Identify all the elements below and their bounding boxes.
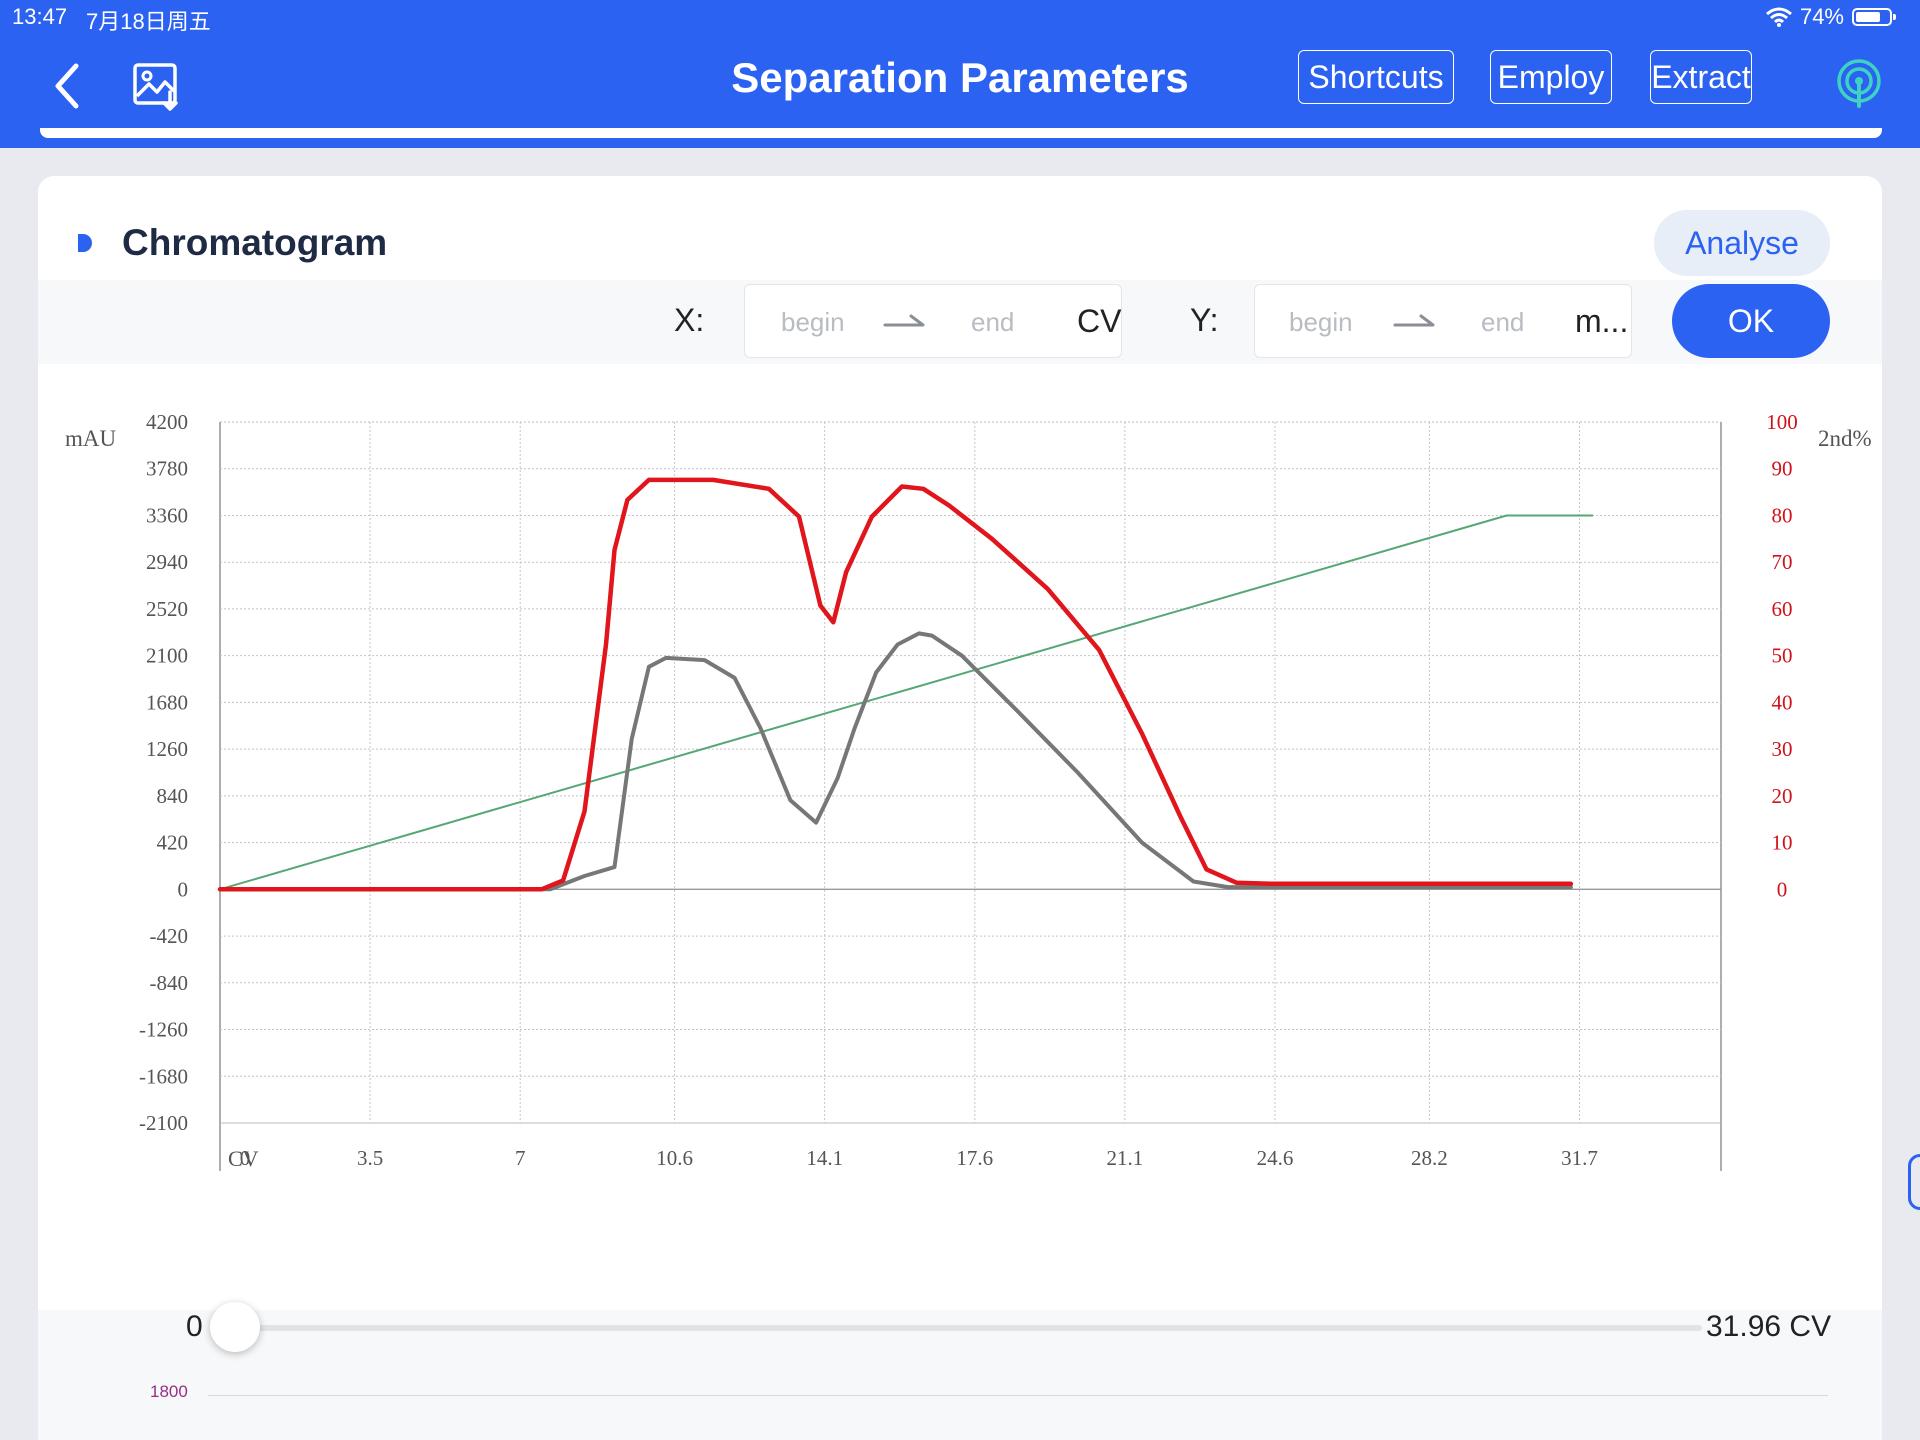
y2-tick-label: 80 <box>1772 503 1793 527</box>
range-slider-track[interactable] <box>232 1325 1702 1331</box>
analyse-button[interactable]: Analyse <box>1654 210 1830 276</box>
y2-tick-label: 0 <box>1777 877 1788 901</box>
x-end-input[interactable]: end <box>971 307 1015 337</box>
x-tick-label: 31.7 <box>1561 1146 1598 1170</box>
y-filter-label: Y: <box>1190 302 1219 338</box>
battery-icon <box>1852 8 1896 26</box>
x-unit-label: CV <box>1077 303 1122 339</box>
chart-title: Chromatogram <box>122 222 388 263</box>
y-tick-label: 1260 <box>146 737 188 761</box>
y-tick-label: -840 <box>150 971 189 995</box>
y-tick-label: 4200 <box>146 410 188 434</box>
image-export-icon[interactable] <box>132 62 182 112</box>
y-axis-label: mAU <box>65 426 117 451</box>
y-begin-input[interactable]: begin <box>1289 307 1353 337</box>
y-tick-label: 2100 <box>146 644 188 668</box>
y-tick-label: -2100 <box>139 1111 188 1135</box>
y-tick-label: 420 <box>157 831 189 855</box>
y2-tick-label: 50 <box>1772 644 1793 668</box>
mini-chart-axis <box>208 1395 1828 1396</box>
slider-end-value: 31.96 CV <box>1706 1310 1832 1343</box>
extract-button[interactable]: Extract <box>1650 50 1752 104</box>
x-tick-label: 28.2 <box>1411 1146 1448 1170</box>
ok-button[interactable]: OK <box>1672 284 1830 358</box>
back-icon[interactable] <box>46 58 90 114</box>
app-header: 13:47 7月18日周五 74% Separation Parameters … <box>0 0 1920 148</box>
x-begin-input[interactable]: begin <box>781 307 845 337</box>
x-tick-label: 7 <box>515 1146 526 1170</box>
y2-tick-label: 70 <box>1772 550 1793 574</box>
x-range-input[interactable]: begin end CV <box>744 284 1122 358</box>
y-tick-label: 840 <box>157 784 189 808</box>
status-right: 74% <box>1765 4 1896 30</box>
x-tick-label: 0 <box>240 1146 251 1170</box>
series-line-red <box>217 477 1574 892</box>
chromatogram-card <box>38 176 1882 1440</box>
section-bullet-icon <box>78 234 92 252</box>
y-tick-label: 1680 <box>146 690 188 714</box>
y2-tick-label: 40 <box>1772 690 1793 714</box>
range-arrow-icon <box>1393 314 1435 327</box>
status-date: 7月18日周五 <box>86 9 211 34</box>
status-time: 13:47 <box>12 4 68 29</box>
y-tick-label: 2520 <box>146 597 188 621</box>
y-tick-label: 3780 <box>146 457 188 481</box>
y2-tick-label: 60 <box>1772 597 1793 621</box>
y2-tick-label: 30 <box>1772 737 1793 761</box>
battery-percent: 74% <box>1799 4 1844 29</box>
series-line-grey <box>218 631 1573 892</box>
slider-start-value: 0 <box>186 1310 203 1343</box>
x-tick-label: 24.6 <box>1257 1146 1294 1170</box>
y-tick-label: 3360 <box>146 503 188 527</box>
side-drawer-handle[interactable] <box>1908 1154 1920 1210</box>
x-tick-label: 21.1 <box>1107 1146 1144 1170</box>
series-line-green <box>219 514 1594 891</box>
y-tick-label: -1680 <box>139 1064 188 1088</box>
y-tick-label: -1260 <box>139 1018 188 1042</box>
employ-button[interactable]: Employ <box>1490 50 1612 104</box>
mini-chart-label: 1800 <box>150 1382 188 1401</box>
y-range-input[interactable]: begin end m... <box>1254 284 1632 358</box>
page-title: Separation Parameters <box>731 54 1189 101</box>
header-divider <box>40 128 1882 138</box>
x-tick-label: 17.6 <box>956 1146 993 1170</box>
x-tick-label: 3.5 <box>357 1146 383 1170</box>
range-slider-bar <box>38 1310 1882 1440</box>
y2-axis-label: 2nd% <box>1818 426 1872 451</box>
y2-tick-label: 10 <box>1772 831 1793 855</box>
y-tick-label: 2940 <box>146 550 188 574</box>
x-axis-unit: CV <box>228 1146 259 1171</box>
wifi-icon <box>1765 7 1792 27</box>
connection-icon[interactable] <box>1834 58 1884 108</box>
x-filter-label: X: <box>674 302 705 338</box>
range-slider-thumb[interactable] <box>210 1302 260 1352</box>
shortcuts-button[interactable]: Shortcuts <box>1298 50 1454 104</box>
y2-tick-label: 90 <box>1772 457 1793 481</box>
y-tick-label: 0 <box>178 877 189 901</box>
x-tick-label: 14.1 <box>806 1146 843 1170</box>
y2-tick-label: 100 <box>1766 410 1798 434</box>
y-tick-label: -420 <box>150 924 189 948</box>
y-end-input[interactable]: end <box>1481 307 1525 337</box>
y2-tick-label: 20 <box>1772 784 1793 808</box>
range-arrow-icon <box>883 314 925 327</box>
y-unit-label: m... <box>1575 303 1629 339</box>
x-tick-label: 10.6 <box>656 1146 693 1170</box>
